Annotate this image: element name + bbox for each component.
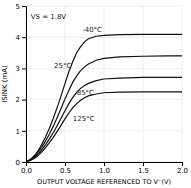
tick: 2 — [16, 96, 26, 104]
tick-label: 0 — [16, 159, 20, 167]
tick: 4 — [16, 34, 26, 42]
tick-mark — [22, 37, 26, 38]
tick-mark — [22, 100, 26, 101]
tick-label: 0.5 — [60, 167, 71, 175]
tick: 5 — [16, 3, 26, 11]
y-axis-title: ISINK (mA) — [1, 65, 9, 103]
tick: 0 — [16, 159, 26, 167]
chart: 0.0 0.5 1.0 1.5 2.0 0 1 2 3 4 5 VS = 1.8V -40°C 25°C 8… — [0, 0, 191, 188]
tick: 3 — [16, 65, 26, 73]
tick-mark — [22, 6, 26, 7]
x-axis-title: OUTPUT VOLTAGE REFERENCED TO V⁻(V) — [37, 178, 171, 186]
x-axis: 0.0 0.5 1.0 1.5 2.0 — [21, 162, 188, 175]
lines — [26, 34, 182, 162]
grid-line — [26, 6, 182, 7]
tick-label: 2 — [16, 96, 20, 104]
tick-mark — [182, 162, 183, 166]
grid-line — [104, 6, 105, 162]
tick: 2.0 — [177, 162, 188, 175]
annotations: VS = 1.8V -40°C 25°C 85°C 125°C — [31, 13, 102, 123]
series-line — [26, 34, 182, 162]
tick-mark — [22, 68, 26, 69]
tick: 0.0 — [21, 162, 32, 175]
grid-line — [26, 68, 182, 69]
tick-mark — [65, 162, 66, 166]
tick-mark — [22, 131, 26, 132]
grid-line — [26, 99, 182, 100]
series-line — [26, 56, 182, 162]
tick-label: 1.5 — [138, 167, 149, 175]
tick-mark — [143, 162, 144, 166]
tick: 1 — [16, 128, 26, 136]
series-line — [26, 92, 182, 162]
annotation: 25°C — [54, 62, 71, 70]
tick-label: 2.0 — [177, 167, 188, 175]
plot: 0.0 0.5 1.0 1.5 2.0 0 1 2 3 4 5 VS = 1.8V -40°C 25°C 8… — [16, 3, 189, 175]
tick-mark — [22, 162, 26, 163]
tick-label: 1 — [16, 128, 20, 136]
tick-label: 3 — [16, 65, 20, 73]
annotation: 125°C — [73, 115, 95, 123]
tick: 1.5 — [138, 162, 149, 175]
grid — [26, 6, 182, 162]
grid-line — [26, 37, 182, 38]
grid-line — [143, 6, 144, 162]
annotation: 85°C — [77, 89, 94, 97]
axis-line — [22, 7, 27, 163]
tick-label: 1.0 — [99, 167, 110, 175]
tick: 1.0 — [99, 162, 110, 175]
annotation: VS = 1.8V — [31, 13, 67, 21]
axis-line — [27, 163, 183, 167]
tick: 0.5 — [60, 162, 71, 175]
grid-line — [26, 130, 182, 131]
tick-label: 4 — [16, 34, 21, 42]
grid-line — [182, 6, 183, 162]
series-line — [26, 77, 182, 162]
tick-label: 5 — [16, 3, 20, 11]
tick-label: 0.0 — [21, 167, 32, 175]
y-axis: 0 1 2 3 4 5 — [16, 3, 27, 167]
tick-mark — [104, 162, 105, 166]
annotation: -40°C — [82, 26, 102, 34]
